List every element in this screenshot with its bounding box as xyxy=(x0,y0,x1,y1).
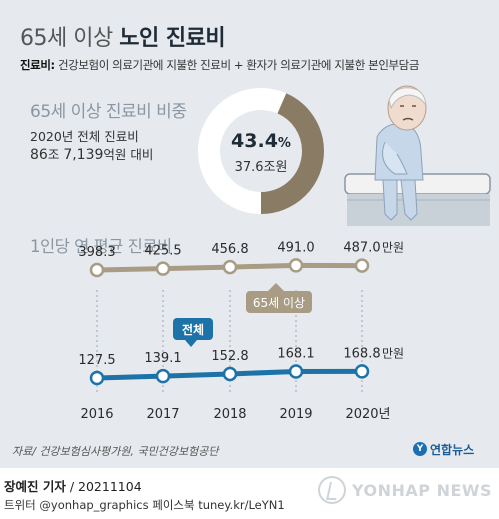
patient-arm xyxy=(382,141,408,175)
definition-note: 진료비: 건강보험이 의료기관에 지불한 진료비 + 환자가 의료기관에 지불한… xyxy=(20,57,419,73)
watermark-logo-icon xyxy=(318,476,346,504)
data-point xyxy=(288,258,304,273)
yonhap-logo-text: 연합뉴스 xyxy=(430,442,475,457)
donut-amount: 37.6조원 xyxy=(234,160,288,175)
title-bold: 노인 진료비 xyxy=(119,26,226,51)
unit-label: 만원 xyxy=(382,241,404,255)
unit-label: 만원 xyxy=(382,346,404,360)
total-cost-value: 86조 7,139억원 대비 xyxy=(30,144,153,163)
total-trillion-unit: 조 xyxy=(47,147,64,162)
total-hundred-million: 7,139 xyxy=(63,147,104,163)
data-point xyxy=(354,364,370,379)
publish-date: 20211104 xyxy=(78,479,142,494)
patient-hair xyxy=(388,87,427,110)
data-label: 127.5 xyxy=(78,353,115,368)
data-label: 168.8 xyxy=(343,346,380,361)
data-label: 425.5 xyxy=(144,244,181,259)
data-point xyxy=(288,364,304,379)
x-tick-label: 2018 xyxy=(213,407,246,422)
donut-percent-value: 43.4 xyxy=(231,130,278,152)
definition-label: 진료비: xyxy=(20,58,55,72)
donut-percent: 43.4% xyxy=(196,130,326,152)
data-label: 139.1 xyxy=(144,351,181,366)
x-tick-label: 2017 xyxy=(146,407,179,422)
x-tick-label: 2019 xyxy=(279,407,312,422)
total-trillion: 86 xyxy=(30,147,48,163)
data-label: 398.3 xyxy=(78,245,115,260)
watermark-text: YONHAP NEWS xyxy=(352,480,493,500)
data-label: 456.8 xyxy=(211,242,248,257)
social-links: 트위터 @yonhap_graphics 페이스북 tuney.kr/LeYN1 xyxy=(4,498,285,512)
title-light: 65세 이상 xyxy=(20,26,120,51)
data-point xyxy=(155,261,171,276)
reporter-name: 장예진 기자 xyxy=(4,479,66,494)
total-compare-text: 억원 대비 xyxy=(103,147,154,162)
data-label: 168.1 xyxy=(277,347,314,362)
data-point xyxy=(89,370,105,386)
donut-slice-rest xyxy=(198,88,324,214)
total-cost-caption: 2020년 전체 진료비 xyxy=(30,129,139,144)
elderly-patient-illustration xyxy=(344,85,491,226)
avg-cost-heading: 1인당 연 평균 진료비 xyxy=(30,237,172,256)
source-note: 자료/ 건강보험심사평가원, 국민건강보험공단 xyxy=(12,445,219,458)
svg-text:65세 이상: 65세 이상 xyxy=(253,296,305,310)
data-label: 152.8 xyxy=(211,349,248,364)
donut-percent-unit: % xyxy=(277,136,291,151)
byline: 장예진 기자 / 20211104 xyxy=(4,476,142,495)
data-label: 487.0 xyxy=(343,241,380,256)
data-point xyxy=(155,368,171,384)
data-label: 491.0 xyxy=(277,240,314,255)
data-point xyxy=(354,258,370,273)
data-point xyxy=(222,366,238,382)
byline-separator: / xyxy=(65,479,79,494)
share-heading: 65세 이상 진료비 비중 xyxy=(30,102,187,122)
x-tick-label: 2020년 xyxy=(345,407,390,422)
yonhap-logo: Y 연합뉴스 xyxy=(413,440,474,458)
definition-text: 건강보험이 의료기관에 지불한 진료비 + 환자가 의료기관에 지불한 본인부담… xyxy=(54,58,420,72)
yonhap-logo-icon: Y xyxy=(413,442,427,456)
series-badge-total: 전체 xyxy=(173,318,213,347)
yonhap-watermark: YONHAP NEWS xyxy=(318,472,492,508)
patient-leg-right xyxy=(400,179,418,221)
share-donut-chart xyxy=(198,88,324,214)
x-tick-label: 2016 xyxy=(80,407,113,422)
svg-text:전체: 전체 xyxy=(182,322,204,337)
page-title: 65세 이상 노인 진료비 xyxy=(20,20,226,52)
bed-frame xyxy=(347,194,490,226)
series-badge-senior: 65세 이상 xyxy=(246,283,312,313)
infographic-panel: 65세 이상 노인 진료비 진료비: 건강보험이 의료기관에 지불한 진료비 +… xyxy=(0,0,499,468)
patient-leg-left xyxy=(382,179,398,221)
patient-mouth xyxy=(402,117,414,121)
data-point xyxy=(89,262,105,278)
data-point xyxy=(222,259,238,275)
